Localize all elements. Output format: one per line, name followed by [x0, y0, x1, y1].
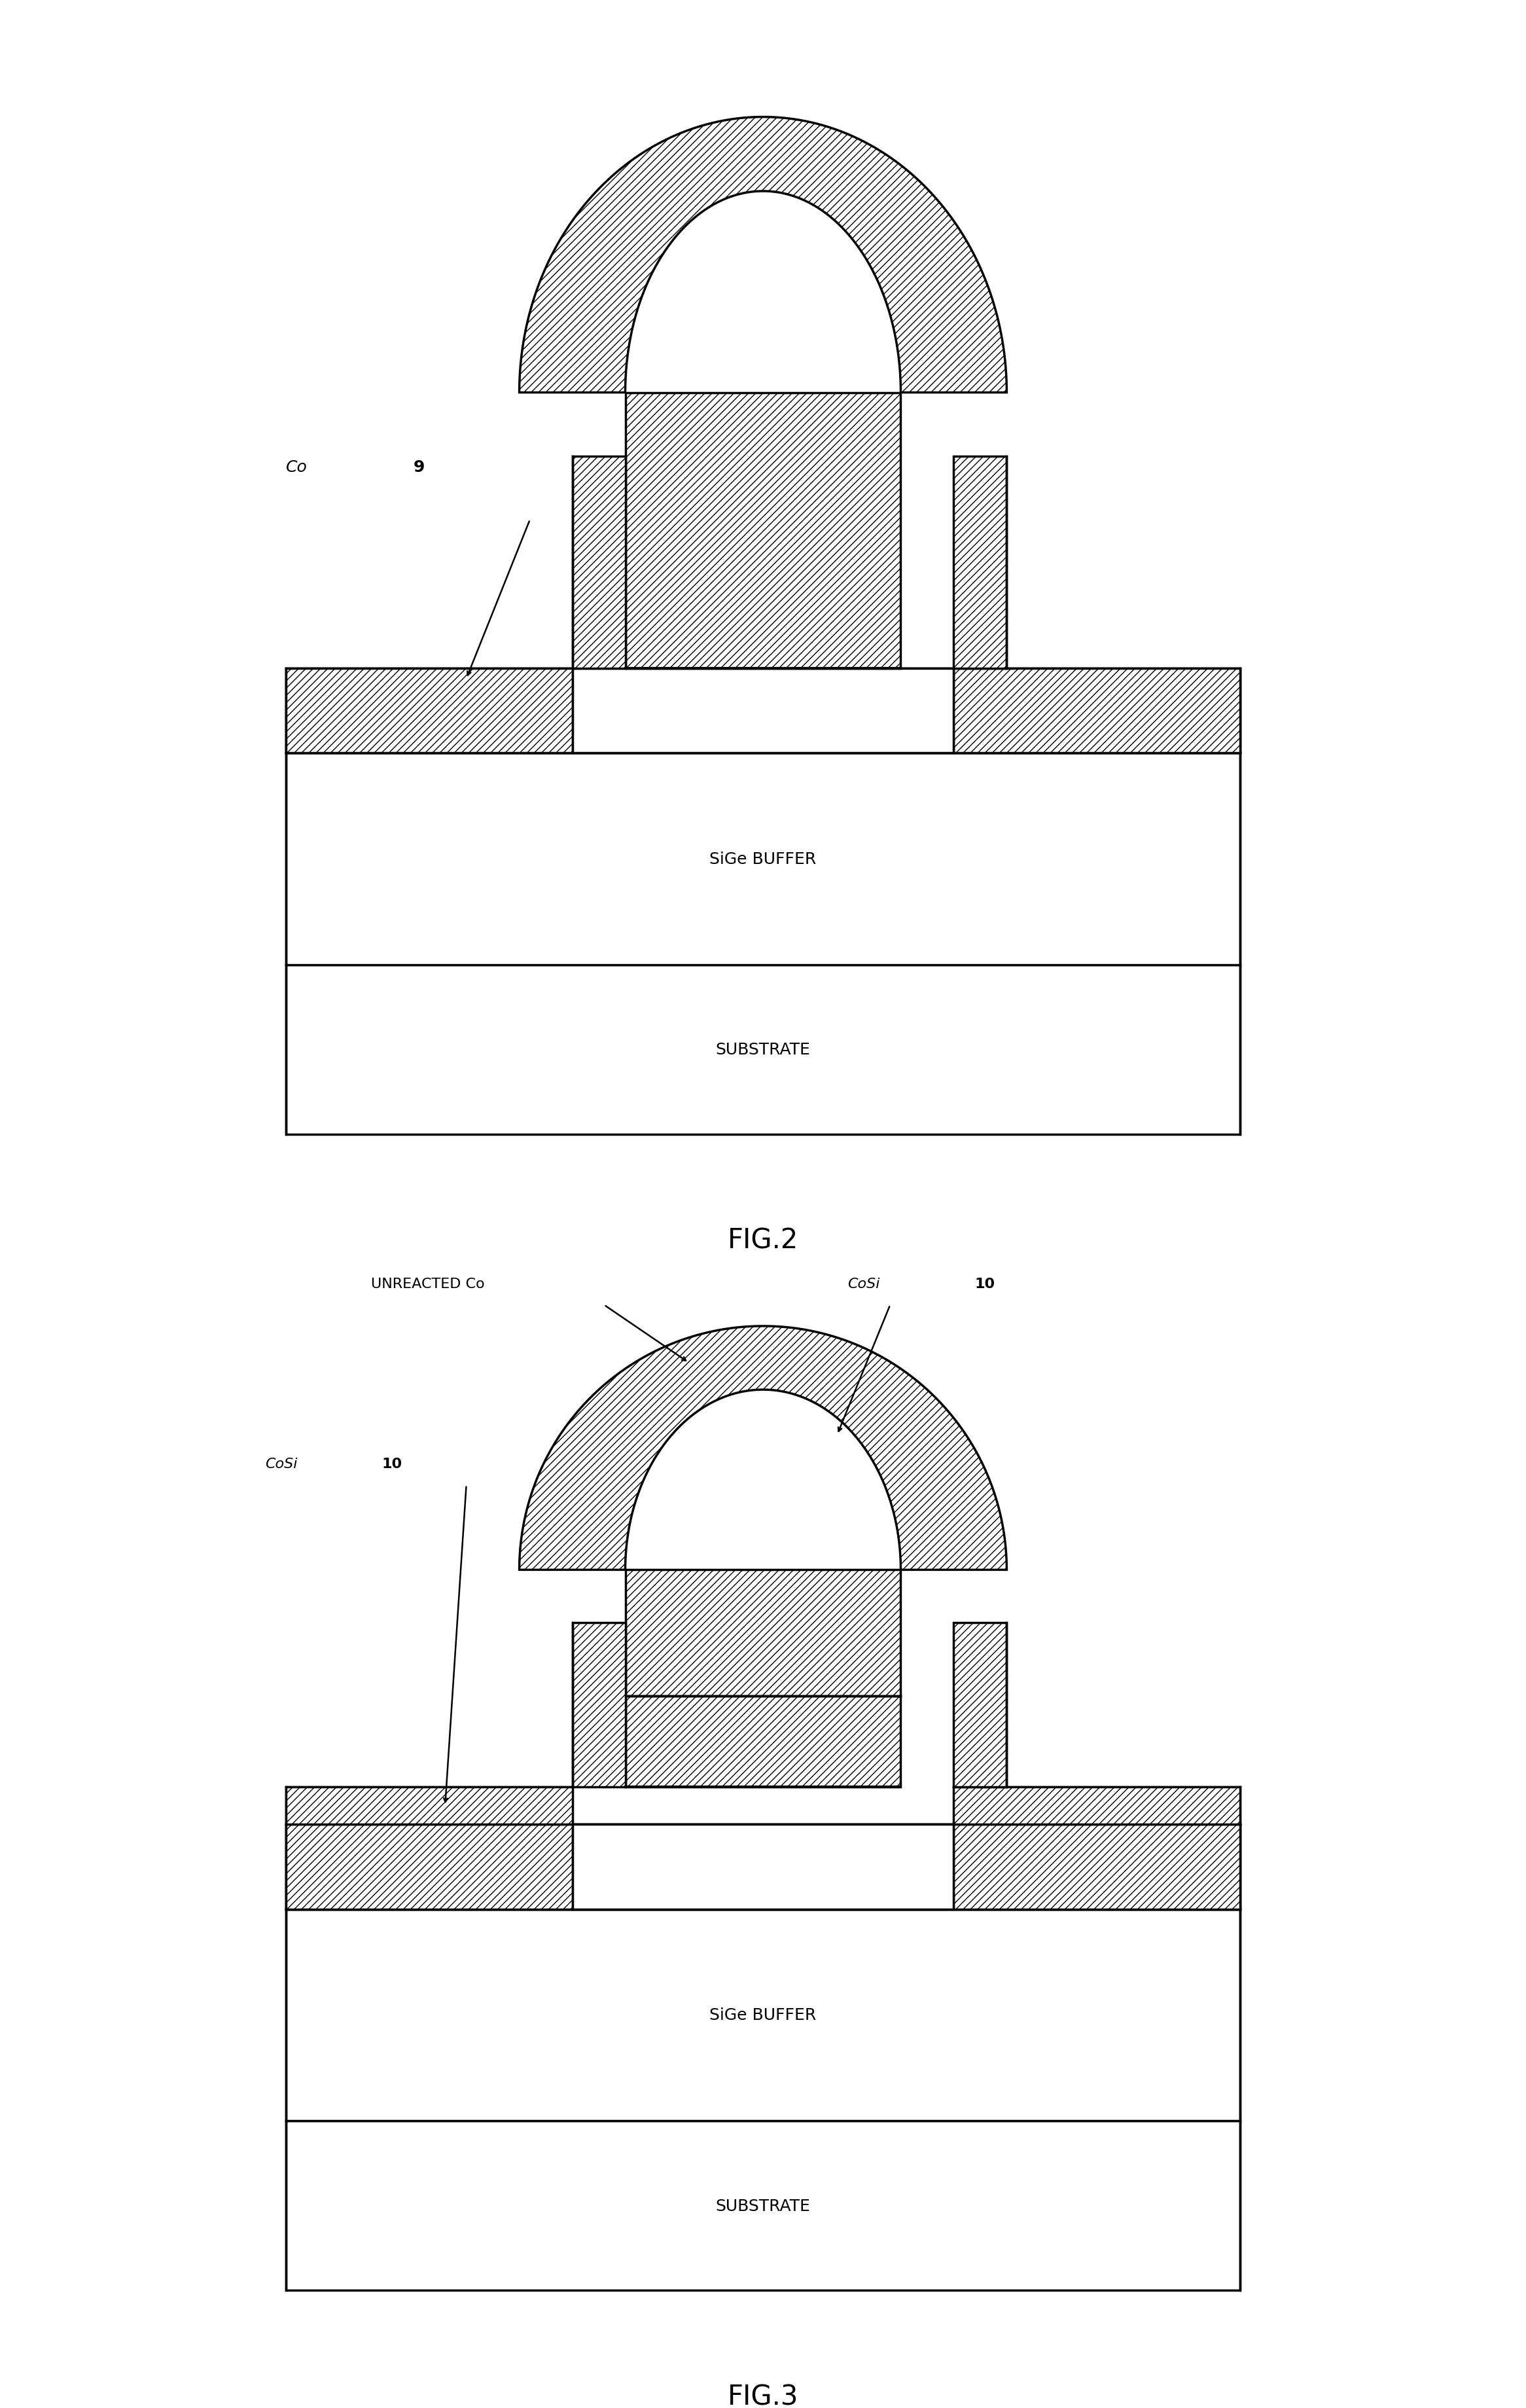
Bar [287, 754, 1239, 966]
Text: 10: 10 [382, 1457, 401, 1471]
Polygon shape [519, 118, 1007, 393]
Text: SUBSTRATE: SUBSTRATE [716, 1043, 810, 1057]
Text: UNREACTED Co: UNREACTED Co [371, 1276, 485, 1291]
Text: CoSi: CoSi [266, 1457, 298, 1471]
Text: SOURCE: SOURCE [403, 1861, 456, 1873]
Bar [287, 669, 572, 754]
Bar [954, 458, 1007, 669]
Text: Co: Co [287, 460, 308, 474]
Text: DRAIN: DRAIN [1077, 1861, 1117, 1873]
Text: SOURCE: SOURCE [403, 706, 456, 718]
Bar [287, 1910, 1239, 2121]
Text: GATE: GATE [743, 523, 783, 539]
Text: FIG.3: FIG.3 [728, 2382, 798, 2408]
Text: DRAIN: DRAIN [1077, 706, 1117, 718]
Bar [287, 966, 1239, 1134]
Bar [572, 458, 626, 669]
Bar [287, 2121, 1239, 2290]
Bar [626, 393, 900, 669]
Text: FIG.2: FIG.2 [728, 1226, 798, 1255]
Bar [287, 1787, 572, 1825]
Bar [287, 669, 1239, 754]
Bar [954, 1623, 1007, 1787]
Bar [954, 1825, 1239, 1910]
Text: 9: 9 [414, 460, 424, 474]
Bar [954, 669, 1239, 754]
Text: 10: 10 [975, 1276, 995, 1291]
Text: SiGe BUFFER: SiGe BUFFER [710, 2008, 816, 2023]
Text: CoSi: CoSi [848, 1276, 881, 1291]
Bar [572, 669, 954, 754]
Text: STRAINED Si: STRAINED Si [723, 706, 803, 718]
Text: GATE: GATE [743, 1625, 783, 1640]
Bar [626, 1695, 900, 1787]
Bar [626, 1570, 900, 1695]
Bar [954, 1787, 1239, 1825]
Bar [287, 1825, 572, 1910]
Text: SiGe BUFFER: SiGe BUFFER [710, 852, 816, 867]
Bar [572, 1623, 626, 1787]
Text: STRAINED Si: STRAINED Si [723, 1861, 803, 1873]
Bar [572, 1825, 954, 1910]
Text: SUBSTRATE: SUBSTRATE [716, 2199, 810, 2213]
Bar [287, 1825, 1239, 1910]
Polygon shape [519, 1327, 1007, 1570]
